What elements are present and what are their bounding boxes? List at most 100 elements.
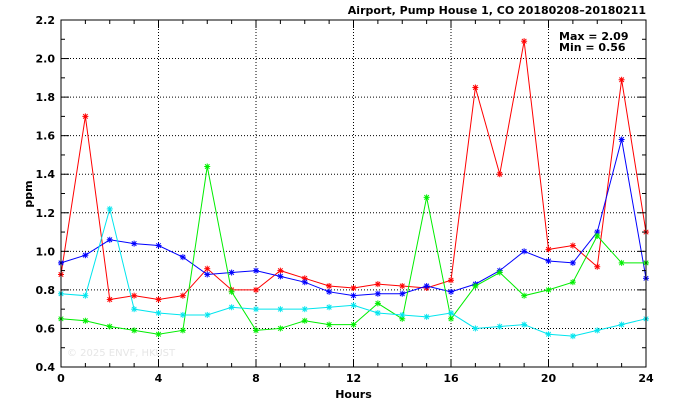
data-point [277, 306, 284, 313]
data-point [204, 271, 211, 278]
data-point [521, 321, 528, 328]
data-point [82, 252, 89, 259]
data-point [472, 325, 479, 332]
data-point [374, 281, 381, 288]
data-point [618, 76, 625, 83]
data-point [82, 317, 89, 324]
data-point [350, 321, 357, 328]
data-point [448, 315, 454, 322]
data-point [594, 263, 601, 270]
y-tick-label: 0.4 [36, 361, 56, 374]
series-layer [58, 38, 649, 340]
data-point [179, 327, 186, 334]
data-point [496, 171, 503, 178]
series-3 [58, 163, 649, 338]
data-point [545, 286, 552, 293]
data-point [496, 269, 503, 276]
data-point [131, 240, 138, 247]
data-point [374, 290, 381, 297]
data-point [521, 292, 528, 299]
data-point [569, 333, 576, 340]
data-point [350, 284, 357, 291]
series-2 [58, 136, 649, 299]
data-point [326, 288, 333, 295]
data-point [326, 283, 333, 290]
data-point [106, 296, 113, 303]
data-point [374, 300, 381, 307]
data-point [106, 323, 113, 330]
data-point [179, 311, 186, 318]
watermark: © 2025 ENVF, HKUST [67, 348, 176, 359]
data-point [204, 163, 211, 170]
data-point [301, 279, 308, 286]
x-tick-label: 0 [57, 372, 65, 385]
data-point [521, 248, 528, 255]
data-point [569, 279, 576, 286]
y-tick-label: 1.6 [36, 130, 56, 143]
x-tick-label: 24 [638, 372, 654, 385]
data-point [179, 254, 186, 261]
data-point [618, 136, 625, 143]
data-point [277, 267, 284, 274]
data-point [155, 296, 162, 303]
y-tick-label: 1.2 [36, 207, 56, 220]
data-point [277, 273, 284, 280]
data-point [131, 306, 138, 313]
x-tick-label: 12 [346, 372, 361, 385]
data-point [301, 306, 308, 313]
y-tick-label: 1.8 [36, 91, 56, 104]
data-point [569, 259, 576, 266]
data-point [82, 292, 89, 299]
data-point [545, 246, 552, 253]
data-point [472, 84, 479, 91]
data-point [448, 277, 454, 284]
grid-lines [61, 20, 646, 367]
data-point [594, 327, 601, 334]
x-tick-label: 8 [252, 372, 260, 385]
series-4 [58, 205, 649, 340]
data-point [106, 205, 113, 212]
data-point [521, 38, 528, 45]
axis-ticks: 0 4 8 12 16 20 24 0.4 0.6 0.8 1.0 1.2 1.4 1.6 1.8 2.0 2.… [36, 14, 654, 385]
data-point [448, 288, 454, 295]
data-point [155, 331, 162, 338]
data-point [131, 327, 138, 334]
data-point [155, 242, 162, 249]
data-point [253, 267, 259, 274]
y-tick-label: 0.6 [36, 322, 56, 335]
data-point [423, 283, 430, 290]
data-point [448, 310, 454, 317]
max-annotation: Max = 2.09 [559, 30, 628, 43]
y-tick-label: 0.8 [36, 284, 56, 297]
data-point [204, 265, 211, 272]
y-axis-label: ppm [22, 180, 35, 207]
data-point [594, 232, 601, 239]
x-tick-label: 4 [155, 372, 163, 385]
data-point [253, 306, 259, 313]
y-tick-label: 1.0 [36, 245, 56, 258]
data-point [228, 269, 235, 276]
min-annotation: Min = 0.56 [559, 41, 626, 54]
data-point [82, 113, 89, 120]
data-point [496, 323, 503, 330]
data-point [228, 304, 235, 311]
data-point [618, 259, 625, 266]
y-tick-label: 2.2 [36, 14, 56, 27]
data-point [569, 242, 576, 249]
data-point [204, 311, 211, 318]
data-point [399, 290, 406, 297]
data-point [423, 194, 430, 201]
data-point [326, 304, 333, 311]
data-point [131, 292, 138, 299]
data-point [472, 283, 479, 290]
data-point [399, 283, 406, 290]
data-point [423, 313, 430, 320]
data-point [350, 292, 357, 299]
data-point [155, 310, 162, 317]
data-point [277, 325, 284, 332]
data-point [106, 236, 113, 243]
y-tick-label: 1.4 [36, 168, 56, 181]
chart-title: Airport, Pump House 1, CO 20180208–20180… [348, 4, 646, 17]
data-point [350, 302, 357, 309]
